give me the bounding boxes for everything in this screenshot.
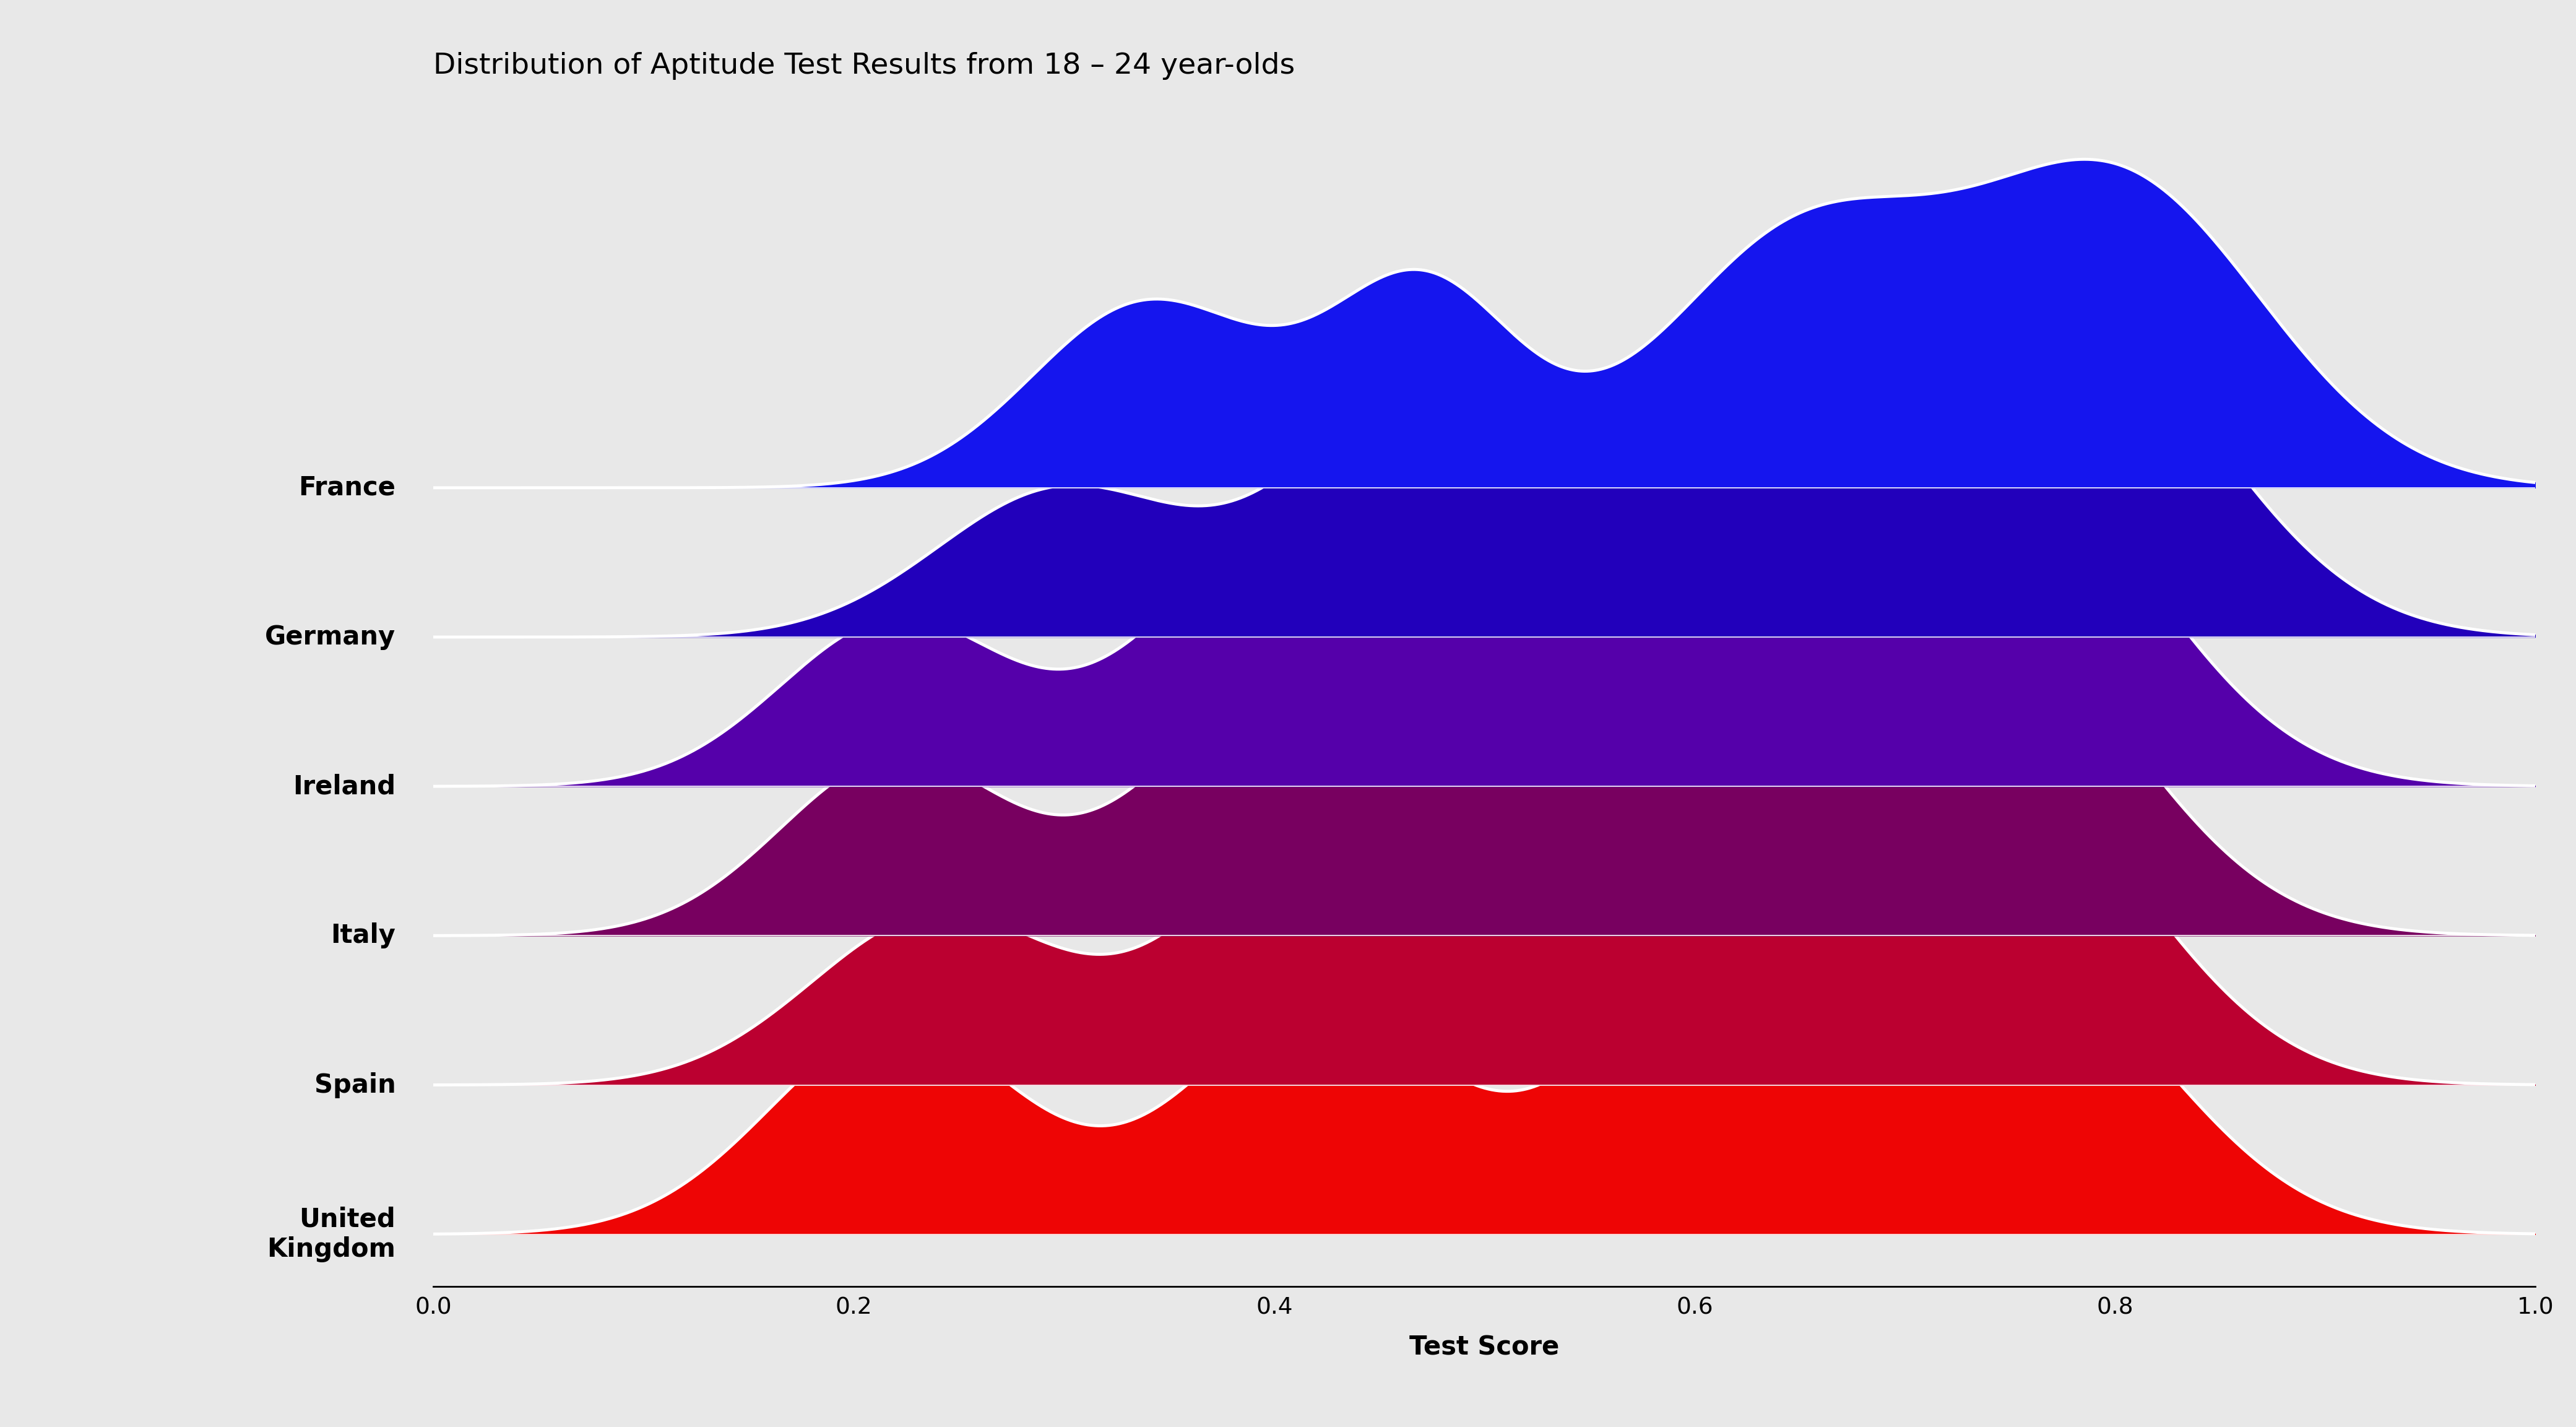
Text: Spain: Spain bbox=[314, 1072, 397, 1097]
Text: Ireland: Ireland bbox=[294, 773, 397, 799]
Text: Germany: Germany bbox=[265, 624, 397, 651]
X-axis label: Test Score: Test Score bbox=[1409, 1334, 1558, 1360]
Text: France: France bbox=[299, 475, 397, 501]
Text: United
Kingdom: United Kingdom bbox=[268, 1206, 397, 1263]
Text: Distribution of Aptitude Test Results from 18 – 24 year-olds: Distribution of Aptitude Test Results fr… bbox=[433, 53, 1296, 80]
Text: Italy: Italy bbox=[330, 923, 397, 949]
